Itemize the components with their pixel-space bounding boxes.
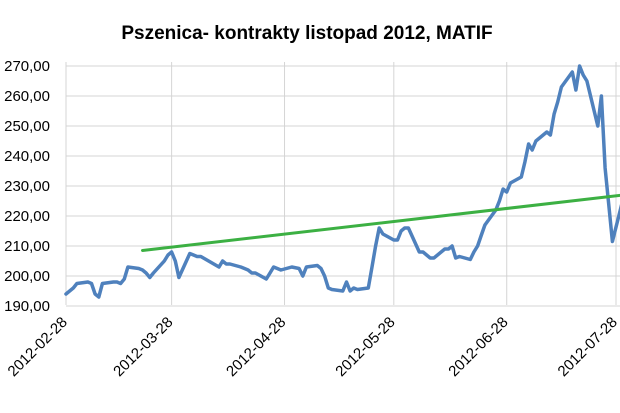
y-tick-label: 190,00 — [4, 298, 50, 315]
price-line — [64, 64, 620, 299]
x-tick-label: 2012-04-28 — [223, 314, 289, 380]
x-tick-label: 2012-06-28 — [445, 314, 511, 380]
y-tick-label: 230,00 — [4, 178, 50, 195]
x-tick-label: 2012-03-28 — [110, 314, 176, 380]
y-tick-label: 200,00 — [4, 268, 50, 285]
x-axis-ticks: 2012-02-28 2012-03-28 2012-04-28 2012-05-28… — [5, 314, 620, 380]
series-group — [64, 64, 620, 299]
y-tick-label: 270,00 — [4, 58, 50, 75]
y-tick-label: 260,00 — [4, 88, 50, 105]
x-tick-label: 2012-07-28 — [555, 314, 620, 380]
y-tick-label: 210,00 — [4, 238, 50, 255]
x-tick-label: 2012-05-28 — [332, 314, 398, 380]
chart-title: Pszenica- kontrakty listopad 2012, MATIF — [121, 23, 492, 44]
y-axis-ticks: 190,00 200,00 210,00 220,00 230,00 240,00 250,… — [4, 58, 50, 315]
trend-line — [141, 193, 620, 252]
x-tick-label: 2012-02-28 — [5, 314, 71, 380]
y-tick-label: 240,00 — [4, 148, 50, 165]
y-tick-label: 250,00 — [4, 118, 50, 135]
y-tick-label: 220,00 — [4, 208, 50, 225]
gridlines — [65, 62, 620, 307]
